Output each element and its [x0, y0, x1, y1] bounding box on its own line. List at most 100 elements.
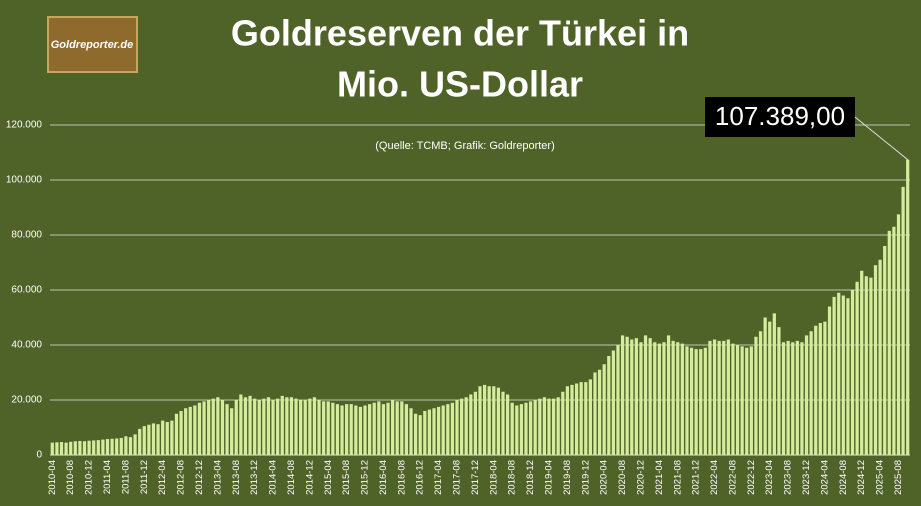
bar — [138, 428, 142, 455]
x-tick-label: 2021-04 — [654, 460, 665, 495]
bar — [501, 391, 505, 455]
subtitle: (Quelle: TCMB; Grafik: Goldreporter) — [375, 140, 555, 152]
x-tick-label: 2023-08 — [783, 460, 794, 495]
x-tick-label: 2019-12 — [580, 460, 591, 495]
bar — [666, 335, 671, 455]
x-tick-label: 2018-08 — [507, 460, 518, 495]
bar — [381, 404, 386, 455]
bar — [850, 290, 855, 455]
bar — [294, 398, 298, 455]
x-tick-label: 2012-08 — [176, 460, 187, 495]
x-tick-label: 2020-08 — [617, 460, 628, 495]
bar — [814, 325, 818, 455]
bar — [391, 400, 395, 455]
bar — [680, 343, 684, 455]
bar — [883, 246, 887, 455]
chart-title: Goldreserven der Türkei in — [231, 13, 689, 54]
bar — [602, 364, 606, 455]
bar — [823, 321, 827, 455]
bar — [211, 398, 215, 455]
bar — [248, 395, 252, 455]
bar — [597, 369, 602, 455]
bar — [432, 408, 436, 455]
x-tick-label: 2023-12 — [801, 460, 812, 495]
chart-title: Mio. US-Dollar — [337, 64, 583, 105]
y-tick-label: 100.000 — [6, 175, 43, 186]
bar — [464, 397, 468, 455]
bar — [777, 327, 781, 455]
bar — [312, 397, 317, 455]
x-tick-label: 2022-04 — [709, 460, 720, 495]
bar — [105, 439, 110, 455]
bar — [717, 340, 721, 455]
bar — [459, 398, 464, 455]
bar — [689, 347, 694, 455]
bar — [437, 406, 441, 455]
bar — [73, 441, 77, 455]
y-tick-label: 20.000 — [11, 395, 42, 406]
x-tick-label: 2013-04 — [212, 460, 223, 495]
bar — [873, 265, 878, 455]
bar — [653, 342, 657, 455]
bar — [648, 338, 652, 455]
bar — [377, 401, 381, 455]
bar — [349, 404, 353, 455]
logo: Goldreporter.de — [51, 39, 134, 51]
bar — [570, 384, 574, 455]
bar — [620, 335, 625, 455]
bar — [409, 408, 413, 455]
bar — [101, 439, 105, 455]
x-tick-label: 2022-08 — [727, 460, 738, 495]
bar — [423, 411, 427, 455]
bar — [584, 382, 588, 455]
bar — [519, 404, 523, 455]
bar — [446, 404, 450, 455]
bar — [414, 413, 418, 455]
bar — [331, 402, 335, 455]
bar — [722, 340, 726, 455]
bar — [225, 404, 229, 455]
bar — [372, 402, 376, 455]
y-tick-label: 120.000 — [6, 120, 43, 131]
bar — [400, 401, 404, 455]
bar — [809, 331, 813, 455]
bar — [133, 434, 137, 455]
bar — [547, 398, 551, 455]
bar — [276, 398, 280, 455]
bar — [358, 406, 363, 455]
bar — [906, 159, 910, 456]
x-tick-label: 2020-04 — [599, 460, 610, 495]
leader-line — [854, 116, 909, 161]
bar — [901, 186, 905, 455]
bar — [676, 342, 680, 455]
x-tick-label: 2013-08 — [231, 460, 242, 495]
bar — [119, 437, 123, 455]
x-tick-label: 2016-08 — [396, 460, 407, 495]
bar — [538, 398, 542, 455]
bar — [165, 422, 169, 455]
bar — [657, 343, 661, 455]
bar — [473, 391, 478, 455]
bar — [758, 331, 763, 455]
bar — [528, 401, 533, 455]
bar — [96, 440, 100, 455]
bar — [708, 340, 712, 455]
x-tick-label: 2015-04 — [323, 460, 334, 495]
bar — [197, 402, 202, 455]
bar — [363, 405, 367, 455]
bar — [561, 391, 565, 455]
bar — [179, 411, 183, 455]
bar — [386, 402, 390, 455]
bar — [643, 335, 648, 455]
bar — [455, 400, 459, 455]
x-tick-label: 2018-04 — [488, 460, 499, 495]
bar — [317, 400, 321, 455]
x-tick-label: 2018-12 — [525, 460, 536, 495]
bar — [524, 402, 528, 455]
bar — [147, 424, 151, 455]
bar — [50, 442, 54, 455]
x-tick-label: 2024-12 — [856, 460, 867, 495]
bar — [496, 387, 501, 455]
value-label: 107.389,00 — [715, 101, 845, 131]
x-tick-label: 2021-08 — [672, 460, 683, 495]
